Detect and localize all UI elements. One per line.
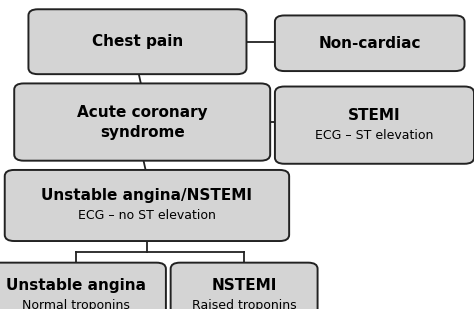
FancyBboxPatch shape <box>0 263 166 309</box>
FancyBboxPatch shape <box>28 9 246 74</box>
Text: Unstable angina/NSTEMI: Unstable angina/NSTEMI <box>41 188 253 203</box>
Text: STEMI: STEMI <box>348 108 401 123</box>
FancyBboxPatch shape <box>275 15 465 71</box>
Text: NSTEMI: NSTEMI <box>211 277 277 293</box>
Text: Unstable angina: Unstable angina <box>6 277 146 293</box>
FancyBboxPatch shape <box>5 170 289 241</box>
Text: ECG – no ST elevation: ECG – no ST elevation <box>78 209 216 222</box>
FancyBboxPatch shape <box>275 87 474 164</box>
FancyBboxPatch shape <box>171 263 318 309</box>
Text: Raised troponins: Raised troponins <box>192 298 296 309</box>
Text: Chest pain: Chest pain <box>92 34 183 49</box>
Text: syndrome: syndrome <box>100 125 184 140</box>
FancyBboxPatch shape <box>14 83 270 161</box>
Text: Acute coronary: Acute coronary <box>77 104 208 120</box>
Text: ECG – ST elevation: ECG – ST elevation <box>315 129 434 142</box>
Text: Non-cardiac: Non-cardiac <box>319 36 421 51</box>
Text: Normal troponins: Normal troponins <box>22 298 130 309</box>
